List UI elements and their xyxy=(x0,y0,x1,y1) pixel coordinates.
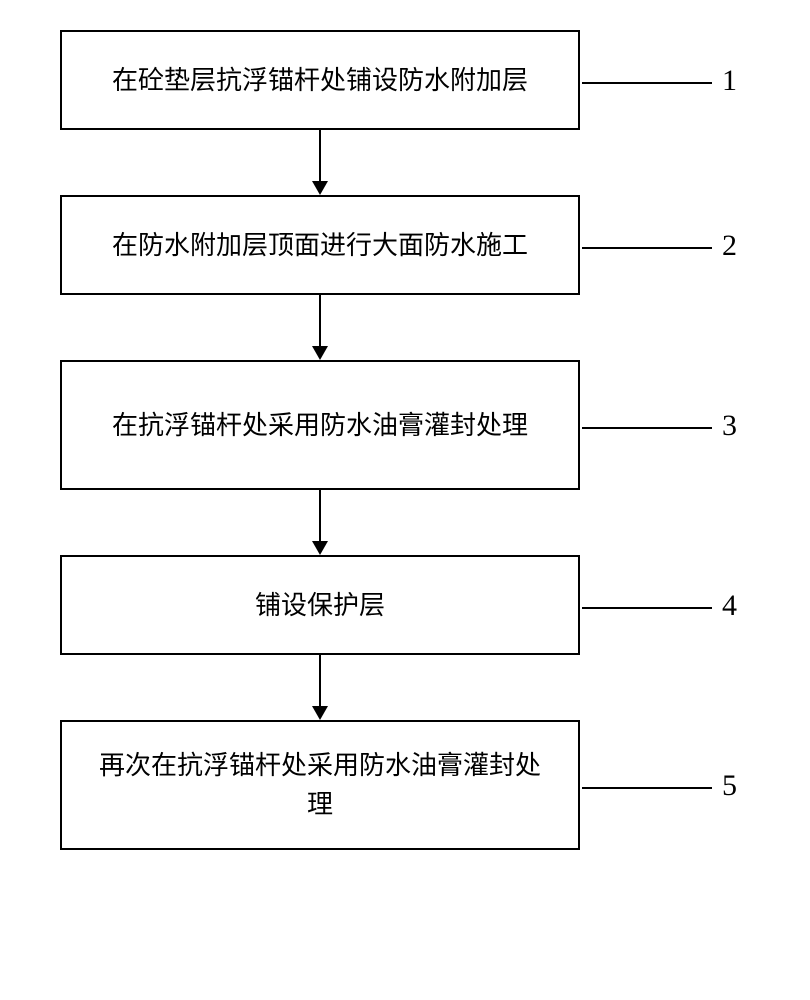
leader-line xyxy=(582,787,712,789)
flowchart-arrow xyxy=(60,295,580,360)
arrow-head-icon xyxy=(312,541,328,555)
flowchart-arrow xyxy=(60,490,580,555)
step-label: 再次在抗浮锚杆处采用防水油膏灌封处理 xyxy=(99,746,541,824)
leader-line xyxy=(582,82,712,84)
flowchart-arrow xyxy=(60,655,580,720)
flowchart-container: 在砼垫层抗浮锚杆处铺设防水附加层1在防水附加层顶面进行大面防水施工2在抗浮锚杆处… xyxy=(60,30,760,850)
step-label: 在抗浮锚杆处采用防水油膏灌封处理 xyxy=(112,406,528,445)
step-label: 在砼垫层抗浮锚杆处铺设防水附加层 xyxy=(112,61,528,100)
step-label: 在防水附加层顶面进行大面防水施工 xyxy=(112,226,528,265)
step-number: 1 xyxy=(722,64,737,98)
step-number: 3 xyxy=(722,409,737,443)
step-number: 2 xyxy=(722,229,737,263)
step-label: 铺设保护层 xyxy=(255,586,385,625)
arrow-head-icon xyxy=(312,706,328,720)
flowchart-step-3: 在抗浮锚杆处采用防水油膏灌封处理3 xyxy=(60,360,580,490)
arrow-head-icon xyxy=(312,181,328,195)
step-number: 5 xyxy=(722,769,737,803)
flowchart-arrow xyxy=(60,130,580,195)
step-number: 4 xyxy=(722,589,737,623)
leader-line xyxy=(582,427,712,429)
flowchart-step-4: 铺设保护层4 xyxy=(60,555,580,655)
flowchart-step-5: 再次在抗浮锚杆处采用防水油膏灌封处理5 xyxy=(60,720,580,850)
flowchart-step-2: 在防水附加层顶面进行大面防水施工2 xyxy=(60,195,580,295)
leader-line xyxy=(582,607,712,609)
flowchart-step-1: 在砼垫层抗浮锚杆处铺设防水附加层1 xyxy=(60,30,580,130)
leader-line xyxy=(582,247,712,249)
arrow-head-icon xyxy=(312,346,328,360)
